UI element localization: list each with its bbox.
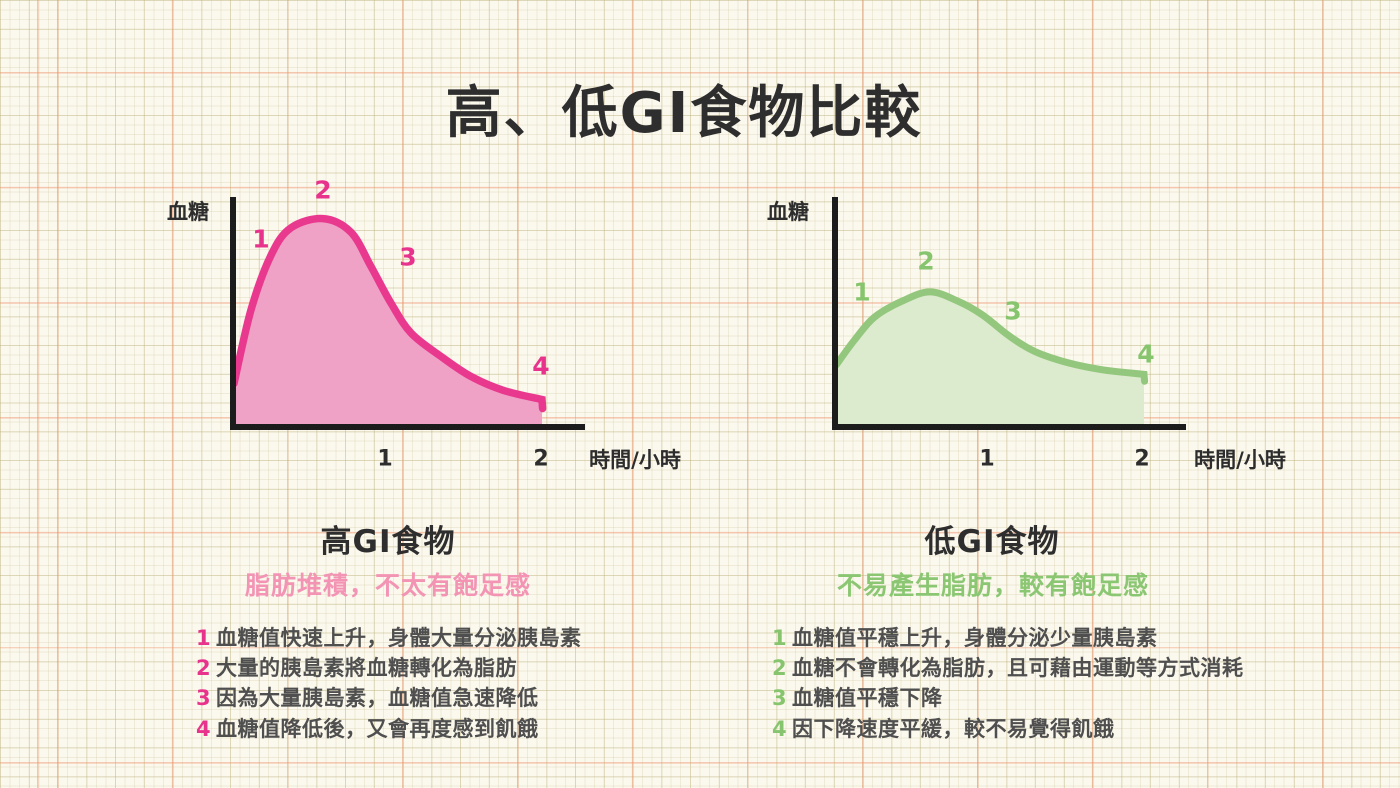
item-number: 4 [196, 716, 211, 741]
item-text: 血糖值降低後，又會再度感到飢餓 [216, 716, 539, 741]
low-gi-point-1: 1 [853, 277, 871, 307]
low-gi-curve [832, 288, 1149, 385]
page-title: 高、低GI食物比較 [445, 81, 923, 146]
item-number: 1 [772, 626, 787, 650]
list-item: 4 血糖值降低後，又會再度感到飢餓 [196, 713, 582, 743]
item-text: 因為大量胰島素，血糖值急速降低 [216, 686, 539, 711]
low-gi-point-2: 2 [917, 246, 935, 276]
list-item: 1 血糖值平穩上升，身體分泌少量胰島素 [772, 622, 1244, 652]
low-gi-list: 1 血糖值平穩上升，身體分泌少量胰島素 2 血糖不會轉化為脂肪，且可藉由運動等方… [772, 622, 1244, 743]
item-text: 血糖值平穩下降 [792, 686, 943, 711]
item-number: 3 [772, 686, 787, 711]
item-number: 2 [196, 656, 211, 681]
low-gi-heading: 低GI食物 [924, 524, 1060, 560]
low-gi-point-4: 4 [1137, 339, 1155, 369]
high-gi-point-2: 2 [314, 175, 332, 205]
low-gi-y-axis-label: 血糖 [767, 200, 809, 224]
low-gi-subtitle: 不易產生脂肪，較有飽足感 [836, 571, 1149, 600]
low-gi-x-tick-1: 1 [979, 446, 995, 472]
item-text: 血糖值快速上升，身體大量分泌胰島素 [216, 626, 582, 650]
item-number: 1 [196, 626, 211, 650]
high-gi-subtitle: 脂肪堆積，不太有飽足感 [244, 571, 531, 600]
high-gi-list: 1 血糖值快速上升，身體大量分泌胰島素 2 大量的胰島素將血糖轉化為脂肪 3 因… [196, 622, 582, 743]
item-number: 4 [772, 716, 787, 741]
item-text: 因下降速度平緩，較不易覺得飢餓 [792, 716, 1115, 741]
high-gi-curve [230, 214, 547, 413]
high-gi-point-3: 3 [399, 242, 417, 272]
item-text: 血糖不會轉化為脂肪，且可藉由運動等方式消耗 [792, 656, 1244, 681]
list-item: 3 因為大量胰島素，血糖值急速降低 [196, 682, 582, 712]
high-gi-axes [230, 197, 585, 430]
list-item: 3 血糖值平穩下降 [772, 682, 1244, 712]
list-item: 2 血糖不會轉化為脂肪，且可藉由運動等方式消耗 [772, 652, 1244, 682]
list-item: 2 大量的胰島素將血糖轉化為脂肪 [196, 652, 582, 682]
high-gi-x-tick-1: 1 [377, 446, 393, 472]
high-gi-area [234, 218, 542, 425]
list-item: 1 血糖值快速上升，身體大量分泌胰島素 [196, 622, 582, 652]
item-number: 3 [196, 686, 211, 711]
low-gi-point-3: 3 [1004, 296, 1022, 326]
list-item: 4 因下降速度平緩，較不易覺得飢餓 [772, 713, 1244, 743]
low-gi-area [836, 291, 1144, 425]
low-gi-x-axis-label: 時間/小時 [1194, 448, 1286, 472]
high-gi-heading: 高GI食物 [320, 524, 456, 560]
item-text: 血糖值平穩上升，身體分泌少量胰島素 [792, 626, 1158, 650]
high-gi-x-tick-2: 2 [533, 446, 549, 472]
item-text: 大量的胰島素將血糖轉化為脂肪 [216, 656, 517, 681]
low-gi-x-tick-2: 2 [1134, 446, 1150, 472]
high-gi-y-axis-label: 血糖 [167, 200, 209, 224]
high-gi-point-1: 1 [252, 224, 270, 254]
high-gi-x-axis-label: 時間/小時 [589, 448, 681, 472]
high-gi-point-4: 4 [532, 351, 550, 381]
item-number: 2 [772, 656, 787, 681]
